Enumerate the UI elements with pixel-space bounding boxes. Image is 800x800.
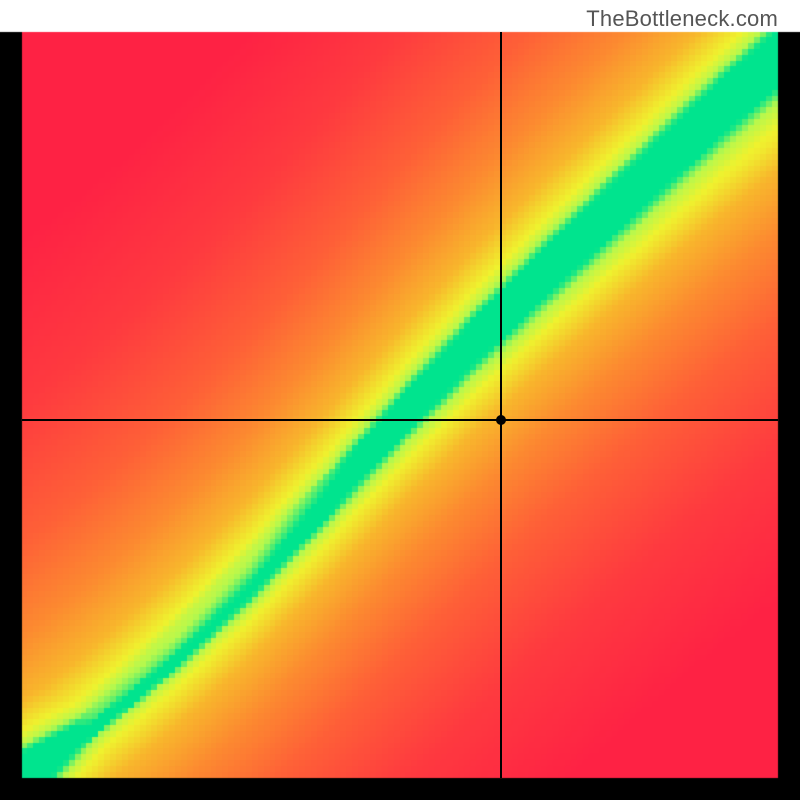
heatmap-canvas-wrap	[0, 0, 800, 800]
heatmap-canvas	[0, 0, 800, 800]
watermark-text: TheBottleneck.com	[586, 6, 778, 32]
chart-container: TheBottleneck.com	[0, 0, 800, 800]
crosshair-vertical	[500, 32, 502, 778]
crosshair-horizontal	[22, 419, 778, 421]
